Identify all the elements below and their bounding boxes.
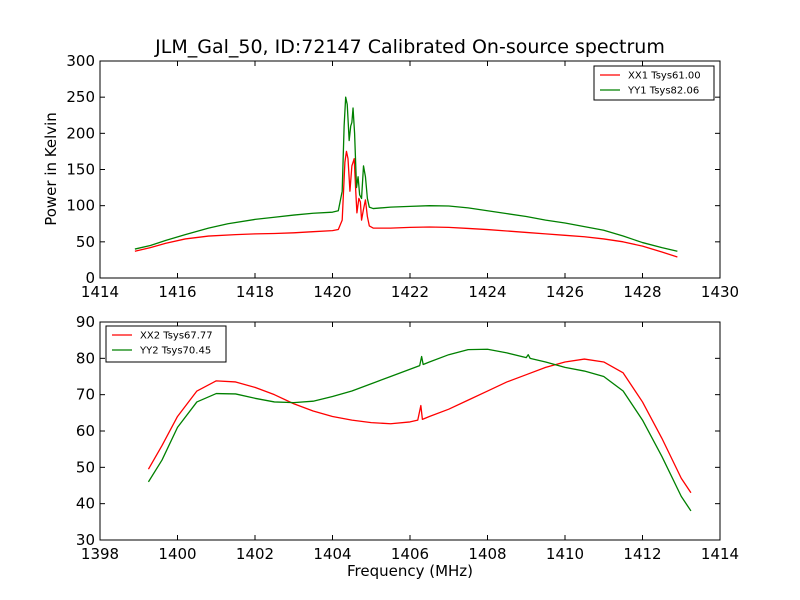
top-y-axis-label: Power in Kelvin <box>42 112 60 226</box>
bottom-y-tick-label: 70 <box>76 386 95 404</box>
bottom-x-tick-label: 1404 <box>313 545 351 563</box>
bottom-y-tick-label: 50 <box>76 458 95 476</box>
bottom-legend: XX2 Tsys67.77 YY2 Tsys70.45 <box>105 325 227 363</box>
top-legend-label-2: YY1 Tsys82.06 <box>627 86 699 97</box>
top-subplot: JLM_Gal_50, ID:72147 Calibrated On-sourc… <box>42 36 739 301</box>
bottom-legend-label-1: XX2 Tsys67.77 <box>140 331 213 342</box>
bottom-y-tick-label: 30 <box>76 531 95 549</box>
bottom-legend-label-2: YY2 Tsys70.45 <box>139 346 211 357</box>
top-y-tick-label: 50 <box>76 233 95 251</box>
top-x-tick-label: 1424 <box>468 283 506 301</box>
top-x-tick-label: 1418 <box>236 283 274 301</box>
top-x-tick-label: 1426 <box>546 283 584 301</box>
bottom-x-tick-label: 1410 <box>546 545 584 563</box>
top-x-tick-label: 1414 <box>81 283 119 301</box>
bottom-series-line-1 <box>147 358 692 494</box>
bottom-y-tick-label: 40 <box>76 495 95 513</box>
top-y-tick-label: 250 <box>66 88 95 106</box>
top-x-tick-label: 1430 <box>701 283 739 301</box>
top-x-tick-label: 1416 <box>158 283 196 301</box>
top-chart-title: JLM_Gal_50, ID:72147 Calibrated On-sourc… <box>154 36 665 58</box>
bottom-y-tick-label: 80 <box>76 349 95 367</box>
top-legend-box <box>593 65 715 101</box>
top-y-tick-label: 150 <box>66 161 95 179</box>
bottom-series-line-2 <box>147 348 692 512</box>
top-legend-label-1: XX1 Tsys61.00 <box>628 71 701 82</box>
bottom-x-tick-label: 1412 <box>623 545 661 563</box>
bottom-x-tick-label: 1402 <box>236 545 274 563</box>
bottom-legend-box <box>105 325 227 363</box>
top-y-tick-label: 200 <box>66 124 95 142</box>
bottom-x-axis-label: Frequency (MHz) <box>347 562 473 580</box>
bottom-x-tick-label: 1400 <box>158 545 196 563</box>
bottom-subplot: Frequency (MHz) 1398 1400 1402 1404 1406 1408… <box>76 313 739 580</box>
top-y-tick-label: 0 <box>85 269 95 287</box>
top-x-tick-label: 1428 <box>623 283 661 301</box>
top-series-line-2 <box>134 96 678 252</box>
top-y-tick-label: 300 <box>66 52 95 70</box>
top-y-tick-label: 100 <box>66 197 95 215</box>
top-series-line-1 <box>134 150 678 258</box>
top-x-tick-label: 1420 <box>313 283 351 301</box>
bottom-x-tick-label: 1398 <box>81 545 119 563</box>
top-legend: XX1 Tsys61.00 YY1 Tsys82.06 <box>593 65 715 101</box>
top-x-tick-label: 1422 <box>391 283 429 301</box>
bottom-y-tick-label: 60 <box>76 422 95 440</box>
bottom-x-tick-label: 1406 <box>391 545 429 563</box>
bottom-x-tick-label: 1408 <box>468 545 506 563</box>
bottom-x-tick-label: 1414 <box>701 545 739 563</box>
bottom-y-tick-label: 90 <box>76 313 95 331</box>
